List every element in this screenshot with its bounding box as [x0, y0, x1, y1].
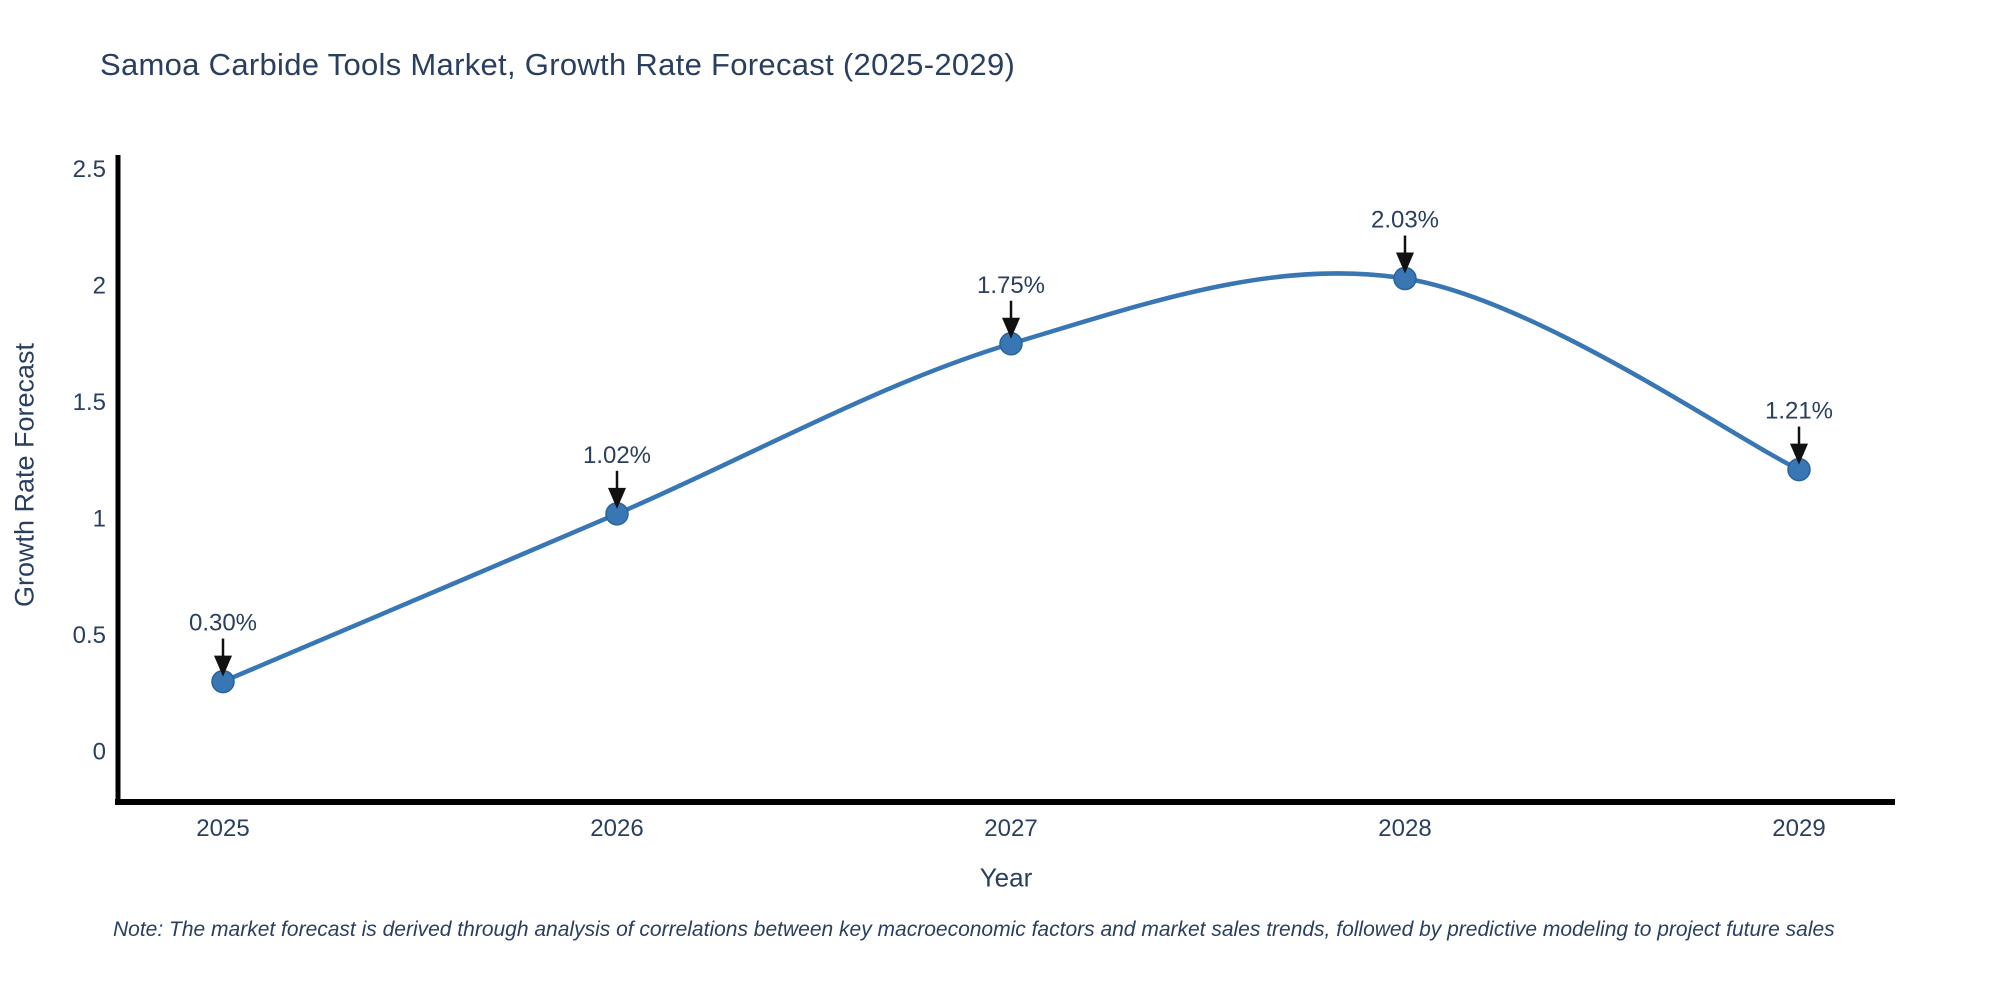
y-tick-label: 0 [93, 739, 106, 766]
y-tick-label: 2.5 [73, 156, 106, 183]
y-tick-label: 1 [93, 506, 106, 533]
annotation-arrowhead [214, 655, 232, 677]
x-axis-title: Year [979, 862, 1033, 893]
footnote: Note: The market forecast is derived thr… [113, 918, 1835, 941]
data-point-label: 1.21% [1765, 398, 1833, 425]
x-tick-label: 2028 [1378, 815, 1431, 842]
y-tick-label: 0.5 [73, 622, 106, 649]
annotation-arrowhead [1790, 443, 1808, 465]
data-point-label: 1.75% [977, 272, 1045, 299]
data-point-label: 1.02% [583, 442, 651, 469]
annotation-arrowhead [1002, 317, 1020, 339]
x-tick-label: 2027 [984, 815, 1037, 842]
x-tick-label: 2025 [196, 815, 249, 842]
y-tick-label: 1.5 [73, 389, 106, 416]
annotation-arrowhead [608, 487, 626, 509]
x-tick-label: 2029 [1772, 815, 1825, 842]
x-tick-label: 2026 [590, 815, 643, 842]
data-point-label: 2.03% [1371, 207, 1439, 234]
chart-title: Samoa Carbide Tools Market, Growth Rate … [100, 47, 1016, 82]
data-point-label: 0.30% [189, 610, 257, 637]
y-tick-label: 2 [93, 273, 106, 300]
annotation-arrowhead [1396, 252, 1414, 274]
